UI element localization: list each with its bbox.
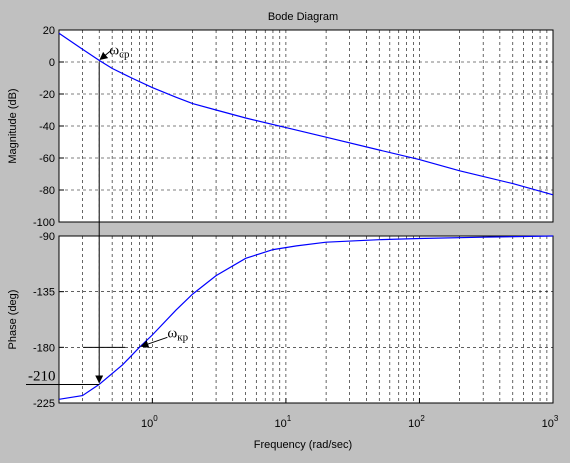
magnitude-series-line [58,32,554,196]
x-tick-label: 101 [275,414,292,430]
phase-210-label: -210 [28,368,56,384]
x-axis-label: Frequency (rad/sec) [254,439,352,451]
magnitude-y-axis-label: Magnitude (dB) [7,88,19,163]
x-tick-label: 103 [542,414,559,430]
phase-y-tick-label: -225 [33,398,55,410]
magnitude-y-tick-label: -20 [39,89,55,101]
phase-y-tick-label: -90 [39,231,55,243]
phase-series-line [58,235,554,400]
omega-kp-arrow [140,336,168,348]
omega-kp-annotation: ωкр [167,325,188,343]
phase-axes-frame [58,235,554,404]
phase-y-axis-label: Phase (deg) [7,290,19,350]
magnitude-y-tick-label: -60 [39,153,55,165]
x-tick-label: 102 [408,414,425,430]
phase-y-tick-label: -180 [33,342,55,354]
magnitude-y-tick-label: 0 [49,57,55,69]
magnitude-y-tick-label: -80 [39,185,55,197]
magnitude-y-tick-label: 20 [43,25,55,37]
magnitude-y-tick-label: -100 [33,217,55,229]
x-tick-label: 100 [141,414,158,430]
omega-cp-annotation: ωср [109,42,130,60]
omega-cp-arrow [99,50,112,61]
phase-y-tick-label: -135 [33,287,55,299]
chart-title: Bode Diagram [268,11,338,23]
magnitude-y-tick-label: -40 [39,121,55,133]
phase-plot-area [59,236,553,403]
